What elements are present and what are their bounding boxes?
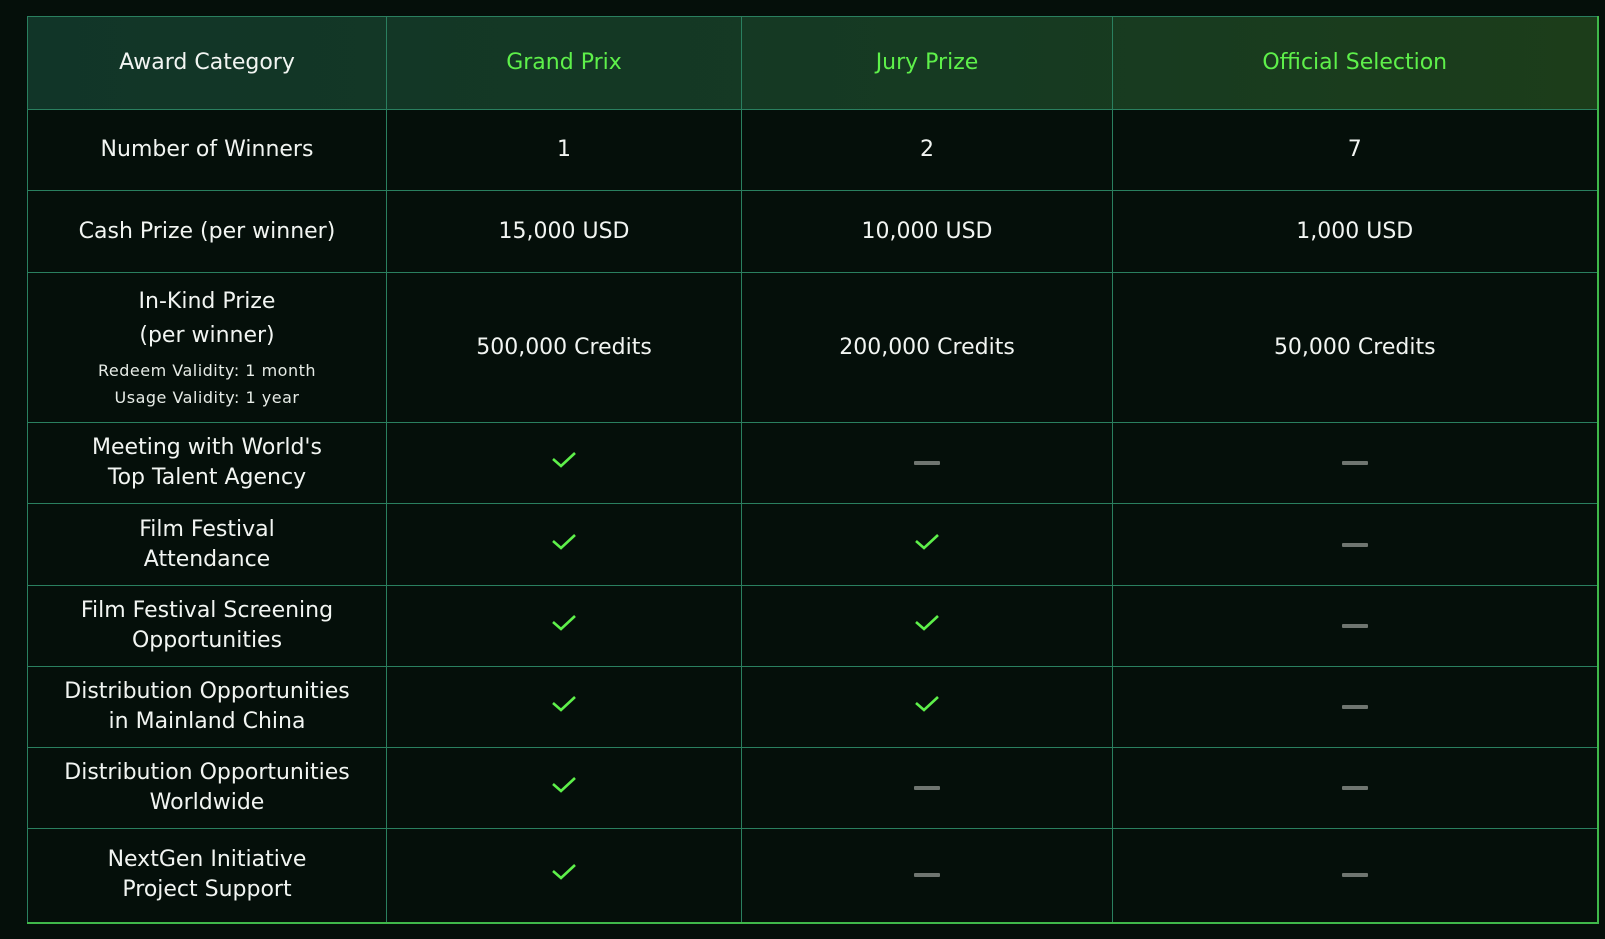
table-row: Distribution Opportunities in Mainland Ch… — [27, 665, 1598, 748]
cell-included — [741, 827, 1113, 924]
check-icon — [551, 448, 577, 469]
cell-included — [386, 584, 742, 667]
cell-included — [386, 422, 742, 505]
row-label: NextGen Initiative Project Support — [27, 827, 387, 924]
cell-included — [741, 746, 1113, 829]
cell-value: 200,000 Credits — [741, 272, 1113, 424]
row-label: Film Festival Screening Opportunities — [27, 584, 387, 667]
row-label: Meeting with World's Top Talent Agency — [27, 422, 387, 505]
check-icon — [551, 530, 577, 550]
row-label-line: Film Festival Screening — [80, 597, 334, 623]
table-row: Film Festival Screening Opportunities — [27, 584, 1598, 667]
dash-icon — [1341, 704, 1368, 709]
row-label-line: Meeting with World's — [92, 435, 322, 461]
check-icon — [914, 611, 940, 631]
row-label: Cash Prize (per winner) — [27, 190, 387, 274]
header-official-selection: Official Selection — [1112, 16, 1598, 110]
table-header-row: Award Category Grand Prix Jury Prize Off… — [27, 16, 1598, 110]
cell-value: 10,000 USD — [741, 190, 1113, 274]
cell-value: 50,000 Credits — [1112, 272, 1598, 424]
row-label-line: Distribution Opportunities — [64, 678, 350, 704]
cell-value: 1,000 USD — [1112, 190, 1598, 274]
cell-value: 1 — [386, 108, 742, 192]
cell-included — [386, 503, 742, 586]
row-label-line: Worldwide — [149, 789, 265, 815]
check-icon — [551, 860, 577, 881]
row-label-line1: In-Kind Prize — [138, 288, 276, 314]
dash-icon — [914, 785, 940, 790]
cell-included — [1112, 422, 1598, 505]
header-award-category: Award Category — [27, 16, 387, 110]
row-label-line: Opportunities — [131, 627, 283, 653]
table-row: Film Festival Attendance — [27, 503, 1598, 586]
cell-value: 15,000 USD — [386, 190, 742, 274]
check-icon — [551, 611, 577, 631]
award-comparison-table: Award Category Grand Prix Jury Prize Off… — [27, 16, 1599, 924]
table-row: In-Kind Prize (per winner) Redeem Validi… — [27, 272, 1598, 424]
table-row: Distribution Opportunities Worldwide — [27, 746, 1598, 829]
cell-included — [1112, 827, 1598, 924]
table-row: Meeting with World's Top Talent Agency — [27, 422, 1598, 505]
row-label-line: in Mainland China — [108, 708, 306, 734]
row-label-line: Film Festival — [139, 516, 275, 542]
cell-included — [741, 503, 1113, 586]
cell-value: 7 — [1112, 108, 1598, 192]
check-icon — [551, 692, 577, 712]
check-icon — [551, 773, 577, 793]
cell-included — [1112, 746, 1598, 829]
dash-icon — [1341, 873, 1368, 878]
cell-value: 500,000 Credits — [386, 272, 742, 424]
cell-included — [386, 746, 742, 829]
cell-included — [1112, 665, 1598, 748]
cell-included — [741, 665, 1113, 748]
row-label: Distribution Opportunities Worldwide — [27, 746, 387, 829]
table-row: NextGen Initiative Project Support — [27, 827, 1598, 924]
usage-validity-note: Usage Validity: 1 year — [114, 387, 300, 407]
cell-included — [741, 584, 1113, 667]
row-label-line: Distribution Opportunities — [64, 759, 350, 785]
header-jury-prize: Jury Prize — [741, 16, 1113, 110]
table-row: Number of Winners 1 2 7 — [27, 108, 1598, 192]
cell-value: 2 — [741, 108, 1113, 192]
dash-icon — [914, 461, 940, 466]
row-label: In-Kind Prize (per winner) Redeem Validi… — [27, 272, 387, 424]
row-label-line: Project Support — [122, 877, 292, 903]
check-icon — [914, 530, 940, 550]
table-row: Cash Prize (per winner) 15,000 USD 10,00… — [27, 190, 1598, 274]
row-label: Film Festival Attendance — [27, 503, 387, 586]
dash-icon — [1341, 623, 1368, 628]
cell-included — [1112, 503, 1598, 586]
cell-included — [741, 422, 1113, 505]
row-label-line: NextGen Initiative — [107, 847, 307, 873]
row-label: Number of Winners — [27, 108, 387, 192]
redeem-validity-note: Redeem Validity: 1 month — [97, 360, 316, 380]
header-grand-prix: Grand Prix — [386, 16, 742, 110]
row-label-line2: (per winner) — [139, 322, 275, 348]
row-label-line: Attendance — [143, 546, 271, 572]
dash-icon — [1341, 785, 1368, 790]
dash-icon — [914, 873, 940, 878]
cell-included — [1112, 584, 1598, 667]
check-icon — [914, 692, 940, 712]
cell-included — [386, 665, 742, 748]
row-label: Distribution Opportunities in Mainland Ch… — [27, 665, 387, 748]
row-label-line: Top Talent Agency — [107, 465, 307, 491]
dash-icon — [1341, 542, 1368, 547]
cell-included — [386, 827, 742, 924]
dash-icon — [1341, 461, 1368, 466]
